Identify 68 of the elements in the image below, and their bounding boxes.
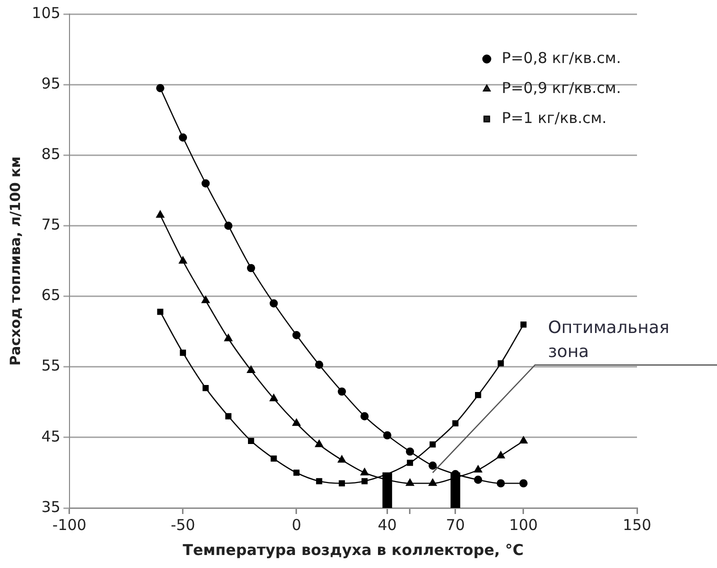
point: [202, 179, 210, 188]
point: [248, 438, 254, 444]
point: [406, 447, 414, 456]
x-tick-label: -100: [52, 516, 86, 534]
point: [225, 413, 232, 420]
point: [178, 256, 188, 264]
point: [496, 451, 505, 458]
y-tick-label: 105: [32, 4, 60, 22]
point: [292, 418, 301, 426]
point: [156, 210, 164, 218]
x-tick-label: 0: [292, 516, 302, 534]
y-tick-label: 75: [41, 216, 60, 234]
point: [293, 470, 300, 476]
point: [316, 478, 322, 484]
point: [474, 465, 482, 472]
annotation: Оптимальная зона: [548, 318, 670, 362]
x-axis-title: Температура воздуха в коллекторе, °C: [182, 540, 524, 559]
point: [520, 321, 527, 328]
point: [156, 84, 164, 92]
x-tick-label: 150: [622, 516, 652, 534]
point: [315, 360, 324, 369]
point: [292, 331, 301, 340]
point: [406, 460, 414, 466]
y-tick-label: 55: [41, 356, 60, 375]
point: [498, 360, 504, 366]
point: [224, 334, 232, 342]
point: [475, 392, 482, 398]
y-tick-label: 45: [41, 427, 60, 446]
x-tick-label: -50: [170, 516, 196, 534]
point: [178, 133, 188, 142]
point: [338, 387, 346, 396]
point: [383, 431, 392, 440]
x-tick-label: 100: [509, 516, 538, 534]
point: [430, 441, 436, 448]
point: [360, 468, 369, 476]
legend-label: P=0,9 кг/кв.см.: [502, 78, 622, 97]
point: [406, 478, 414, 486]
point: [519, 436, 528, 444]
point: [338, 455, 346, 463]
y-tick-label: 95: [41, 74, 60, 92]
point: [246, 366, 256, 373]
point: [338, 480, 345, 486]
point: [270, 456, 277, 462]
point: [519, 479, 528, 488]
point: [224, 222, 232, 230]
point: [270, 394, 278, 402]
point: [361, 478, 368, 484]
point: [360, 412, 369, 420]
point: [452, 420, 458, 426]
point: [180, 350, 186, 356]
point: [428, 462, 437, 470]
point: [428, 478, 437, 486]
point: [474, 476, 482, 484]
x-tick-label: 70: [446, 516, 465, 534]
point: [202, 384, 209, 392]
legend-label: P=1 кг/кв.см.: [502, 108, 607, 127]
point: [157, 308, 164, 315]
y-tick-label: 65: [41, 286, 60, 304]
point: [315, 440, 324, 448]
y-tick-label: 85: [41, 145, 60, 164]
point: [496, 479, 505, 488]
legend-label: P=0,8 кг/кв.см.: [502, 48, 622, 67]
point: [270, 299, 278, 308]
point: [246, 264, 256, 272]
x-tick-label: 40: [378, 516, 397, 534]
y-tick-label: 35: [41, 498, 60, 516]
y-axis-title: Расход топлива, л/100 км: [8, 156, 24, 366]
point: [202, 296, 210, 304]
